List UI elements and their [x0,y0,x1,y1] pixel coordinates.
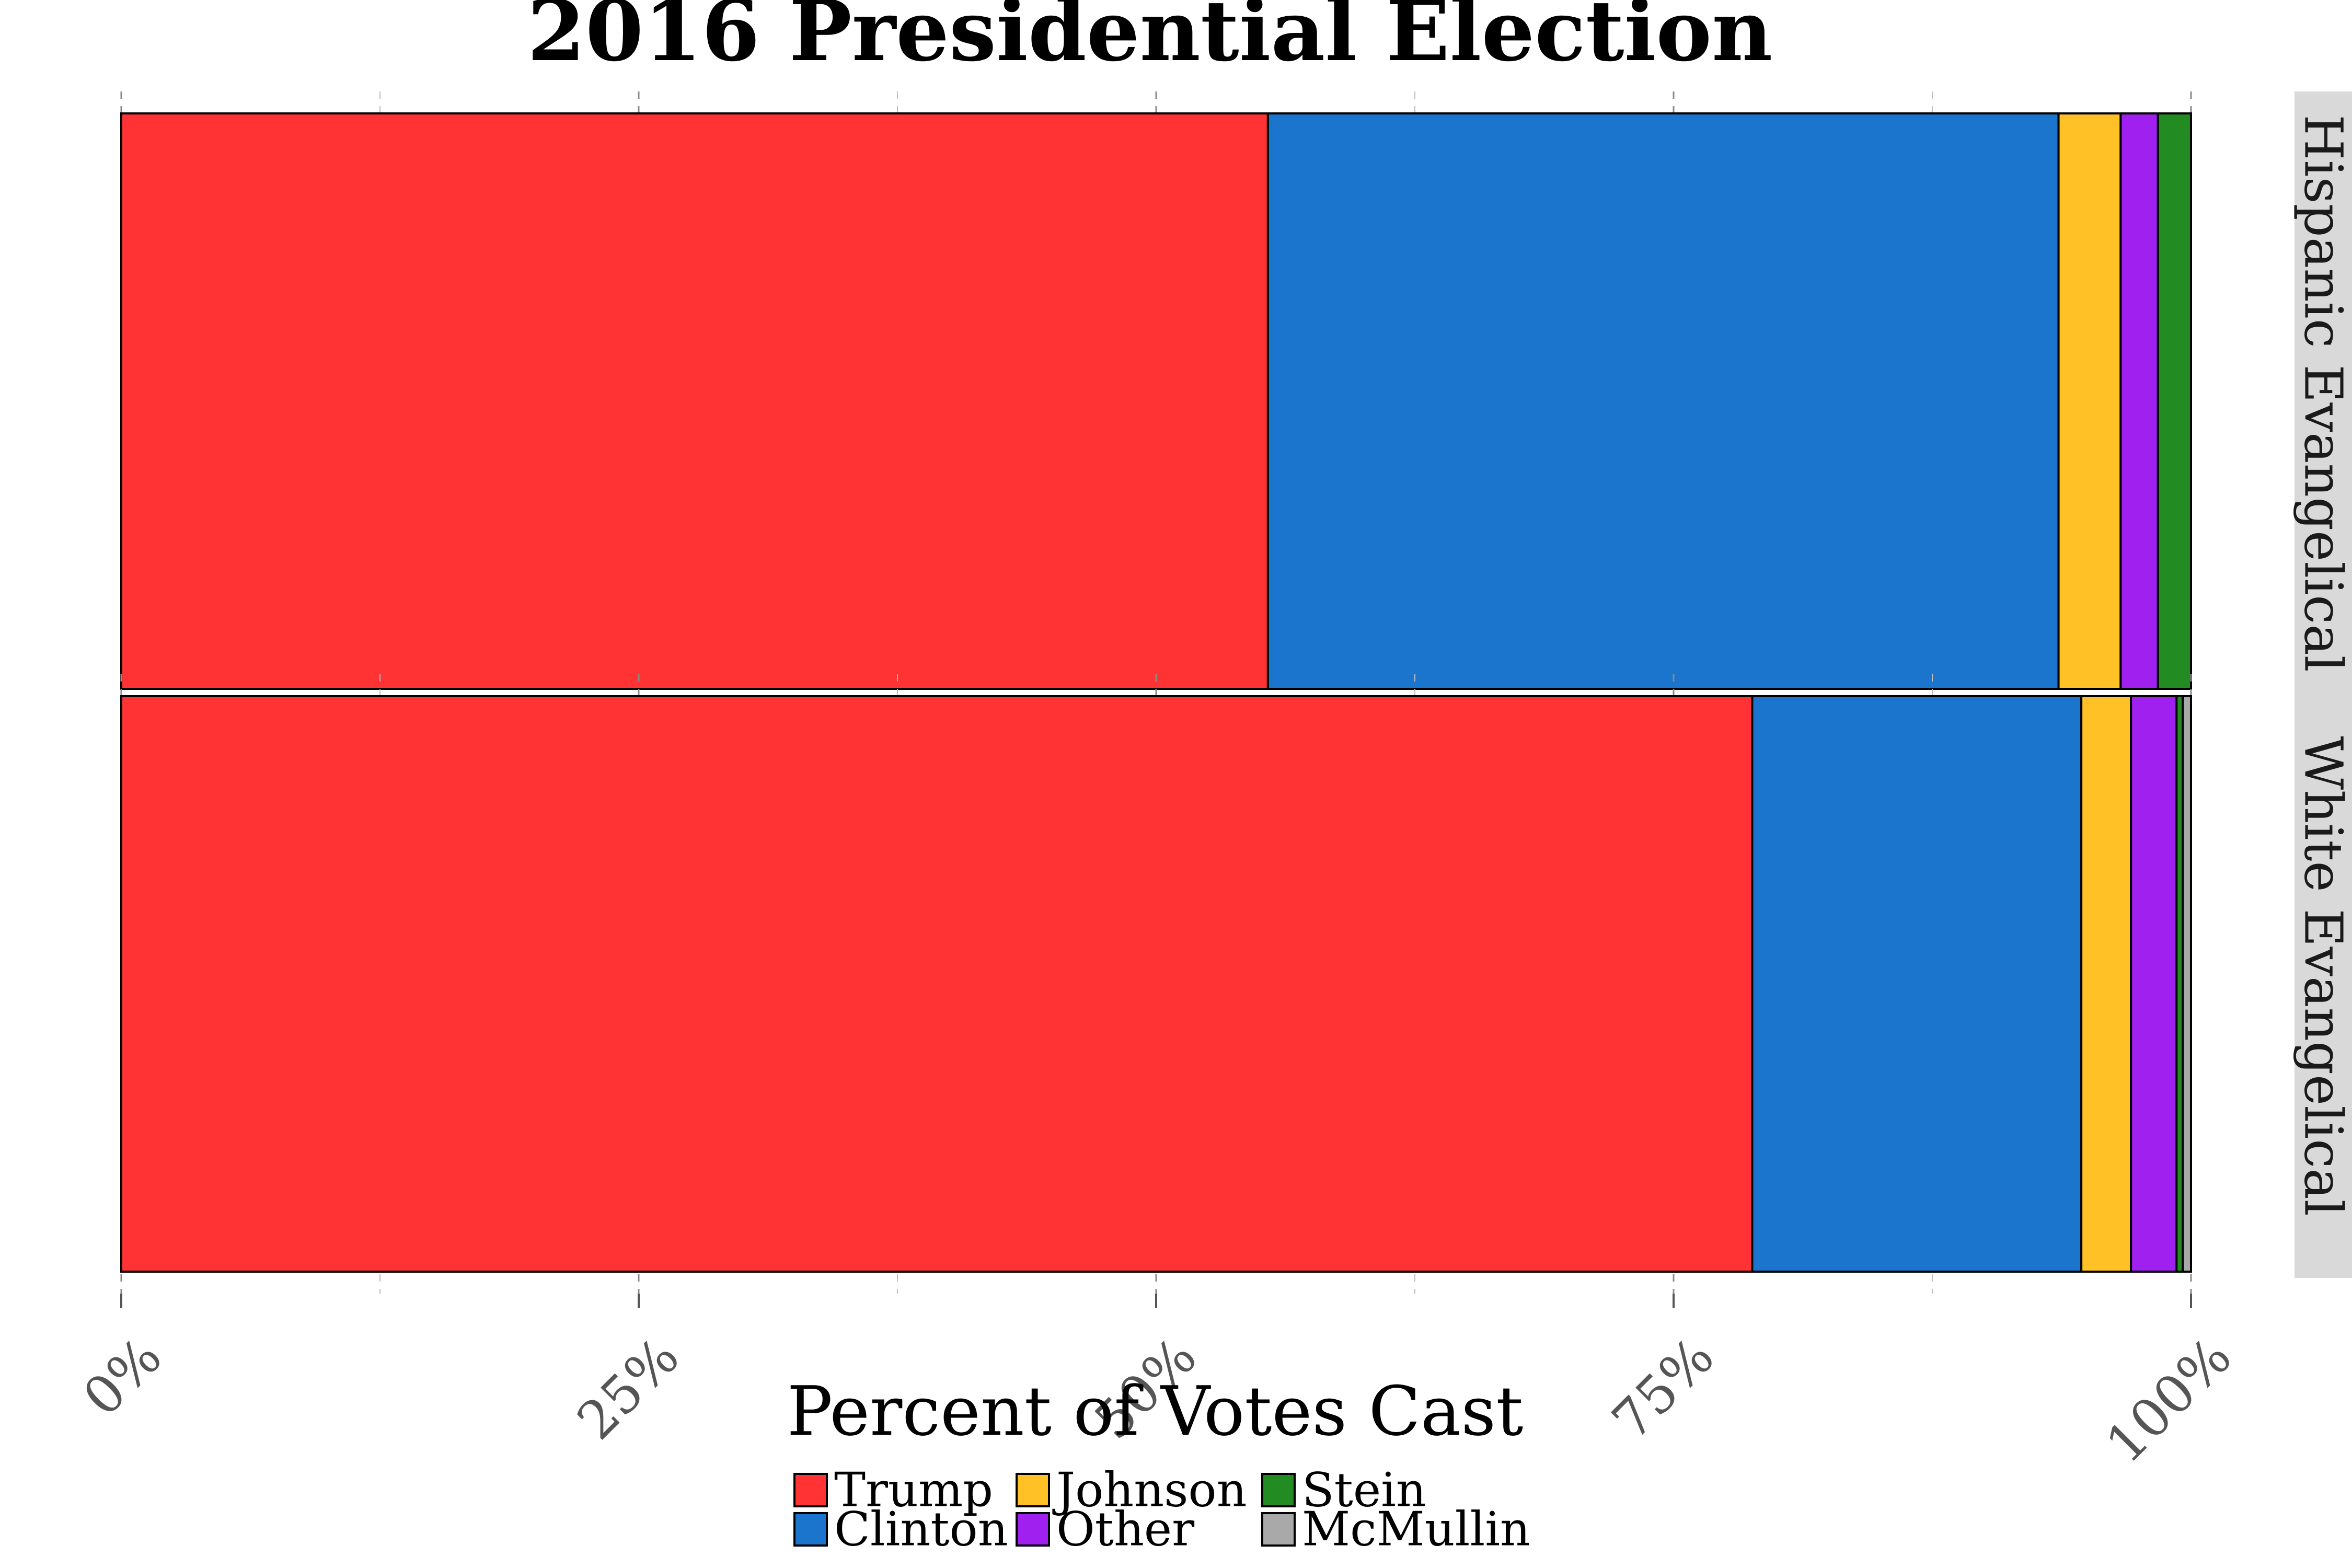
legend-swatch [793,1512,828,1547]
legend-item-mcmullin: McMullin [1261,1502,1530,1557]
x-tick-label: 100% [2094,1326,2243,1475]
bar-segment-johnson-2 [2080,695,2132,1273]
bar-segment-johnson-1 [2057,112,2122,690]
legend-swatch [793,1473,828,1507]
legend-label: Stein [1302,1463,1426,1518]
legend-swatch [1016,1473,1050,1507]
legend-label: Johnson [1052,1463,1247,1518]
x-tick-label: 0% [72,1326,174,1428]
legend-item-johnson: Johnson [1016,1463,1247,1518]
legend-item-clinton: Clinton [793,1502,1008,1557]
bar-segment-stein-1 [2157,112,2193,690]
facet-strip [2295,91,2352,695]
bar-segment-mcmullin-2 [2182,695,2193,1273]
facet-label: Hispanic Evangelical [2293,114,2352,672]
x-axis-label: Percent of Votes Cast [787,1371,1524,1451]
chart-title: 2016 Presidential Election [527,0,1773,80]
legend-label: Trump [834,1463,993,1518]
facet-strip [2295,674,2352,1278]
legend-label: Clinton [834,1502,1008,1557]
legend-label: McMullin [1302,1502,1530,1557]
facet-label: White Evangelical [2293,736,2352,1216]
bar-segment-trump-2 [120,695,1754,1273]
legend-swatch [1016,1512,1050,1547]
facet-panel: White Evangelical [120,674,2352,1294]
bar-segment-trump-1 [120,112,1269,690]
bar-segment-clinton-2 [1751,695,2083,1273]
bar-segment-other-1 [2119,112,2159,690]
legend-item-other: Other [1016,1502,1195,1557]
legend-swatch [1261,1512,1296,1547]
legend-item-trump: Trump [793,1463,993,1518]
legend-swatch [1261,1473,1296,1507]
facet-panel: Hispanic Evangelical [120,91,2352,711]
legend-item-stein: Stein [1261,1463,1426,1518]
bar-segment-other-2 [2130,695,2178,1273]
x-tick-label: 75% [1600,1326,1726,1451]
bar-segment-clinton-1 [1266,112,2060,690]
x-tick-label: 25% [566,1326,691,1451]
legend-label: Other [1056,1502,1195,1557]
